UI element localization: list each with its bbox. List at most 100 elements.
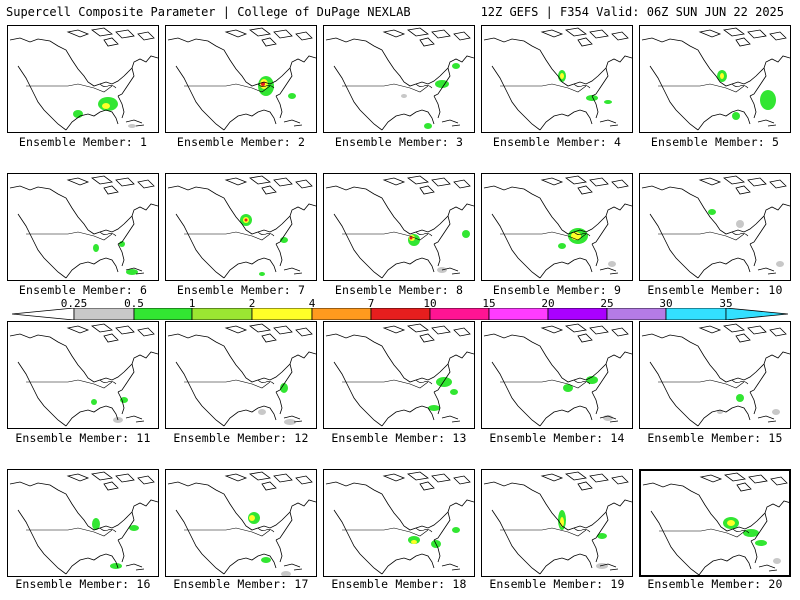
coastline [167, 37, 316, 87]
coastline [758, 564, 778, 572]
ensemble-member-map-4 [481, 25, 633, 133]
scp-shading [249, 515, 255, 521]
colorbar-segment [429, 308, 490, 320]
colorbar-segment [251, 308, 313, 320]
ensemble-member-map-1 [7, 25, 159, 133]
ensemble-member-map-7 [165, 173, 317, 281]
colorbar-segment [725, 308, 788, 320]
ensemble-member-label: Ensemble Member: 9 [492, 283, 622, 297]
scp-shading [261, 557, 271, 563]
ensemble-member-label: Ensemble Member: 11 [15, 431, 151, 445]
coastline [641, 333, 790, 383]
scp-shading [708, 209, 716, 215]
coastline [9, 333, 158, 383]
coastline [441, 563, 461, 571]
political-border [573, 231, 591, 237]
coastline [540, 27, 629, 47]
coastline [650, 510, 700, 575]
coastline [750, 512, 768, 542]
colorbar-tick-label: 30 [659, 297, 673, 310]
coastline [325, 37, 474, 87]
political-border [99, 231, 117, 237]
coastline [599, 267, 619, 275]
colorbar-tick-label: 10 [423, 297, 437, 310]
political-border [184, 379, 271, 389]
ensemble-member-map-19 [481, 469, 633, 577]
coastline [66, 471, 155, 491]
coastline [697, 109, 751, 131]
coastline [642, 482, 789, 532]
coastline [540, 323, 629, 343]
coastline [117, 363, 135, 393]
political-border [731, 231, 749, 237]
scp-shading [424, 123, 432, 129]
colorbar-segment [665, 308, 727, 320]
coastline [275, 539, 283, 563]
ensemble-member-label: Ensemble Member: 5 [650, 135, 780, 149]
coastline [698, 323, 787, 343]
ensemble-member-label: Ensemble Member: 7 [176, 283, 306, 297]
scp-shading [604, 100, 612, 104]
scp-shading [259, 272, 265, 276]
coastline [749, 95, 757, 119]
coastline [125, 563, 145, 571]
coastline [333, 361, 383, 427]
scp-shading [597, 533, 607, 539]
political-border [500, 231, 587, 241]
coastline [591, 95, 599, 119]
coastline [433, 539, 441, 563]
ensemble-member-map-20 [639, 469, 791, 577]
colorbar-tick-label: 15 [482, 297, 496, 310]
ensemble-member-map-15 [639, 321, 791, 429]
scp-shading [428, 405, 440, 411]
coastline [325, 333, 474, 383]
scp-shading [435, 80, 449, 88]
political-border [184, 527, 271, 537]
chart-title: Supercell Composite Parameter | College … [6, 5, 411, 19]
coastline [275, 363, 293, 393]
political-border [658, 379, 745, 389]
scp-shading [102, 103, 110, 109]
political-border [257, 379, 275, 385]
colorbar-segment [488, 308, 549, 320]
coastline [117, 95, 125, 119]
coastline [223, 405, 277, 427]
colorbar-segment [311, 308, 372, 320]
scp-shading [126, 269, 138, 275]
coastline [9, 185, 158, 235]
scp-shading [128, 124, 136, 128]
coastline [283, 267, 303, 275]
political-border [415, 83, 433, 89]
coastline [697, 405, 751, 427]
political-border [257, 83, 275, 89]
coastline [381, 553, 435, 575]
coastline [224, 27, 313, 47]
ensemble-member-label: Ensemble Member: 8 [334, 283, 464, 297]
coastline [66, 323, 155, 343]
scp-shading [776, 261, 784, 267]
coastline [641, 185, 790, 235]
coastline [175, 65, 225, 131]
coastline [591, 511, 609, 541]
color-scale-bar [12, 308, 788, 320]
coastline [649, 65, 699, 131]
coastline [175, 509, 225, 575]
coastline [223, 257, 277, 279]
coastline [17, 213, 67, 279]
colorbar-tick-label: 0.5 [124, 297, 144, 310]
coastline [591, 539, 599, 563]
ensemble-member-map-18 [323, 469, 475, 577]
coastline [117, 215, 135, 245]
scp-shading [736, 394, 744, 402]
colorbar-tick-label: 1 [188, 297, 196, 310]
coastline [65, 405, 119, 427]
ensemble-member-map-14 [481, 321, 633, 429]
ensemble-member-map-16 [7, 469, 159, 577]
coastline [17, 509, 67, 575]
political-border [26, 83, 113, 93]
coastline [433, 243, 441, 267]
coastline [591, 243, 599, 267]
coastline [17, 361, 67, 427]
coastline [491, 509, 541, 575]
coastline [698, 175, 787, 195]
